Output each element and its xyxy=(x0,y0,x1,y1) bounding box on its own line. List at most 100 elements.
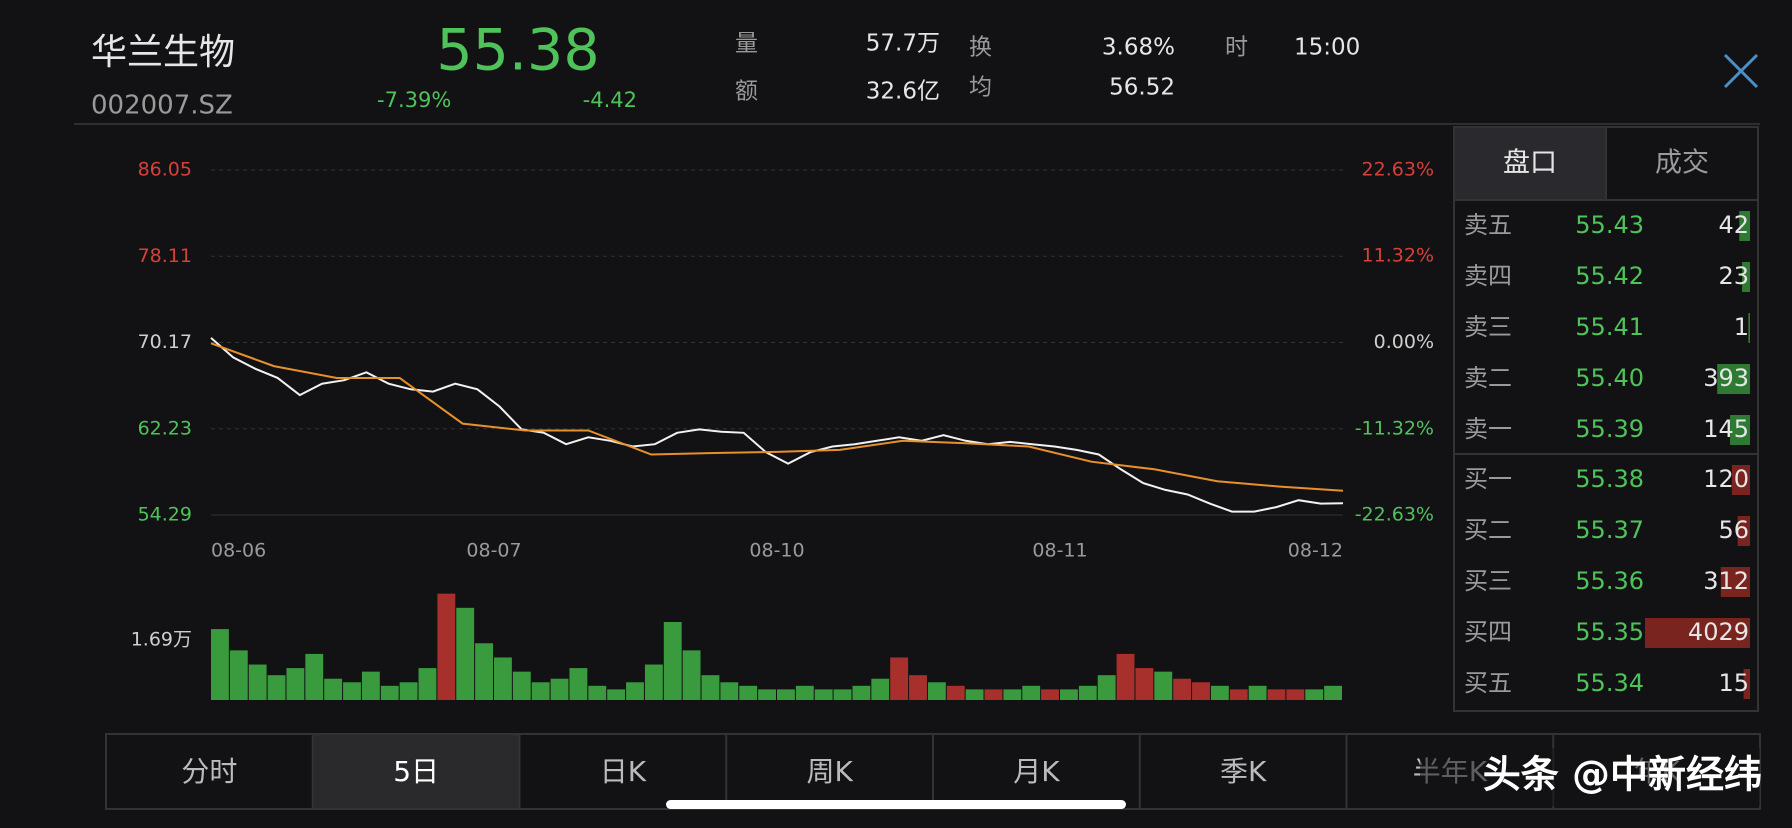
close-icon xyxy=(1723,53,1759,89)
volume-bar xyxy=(343,682,361,700)
volume-bar xyxy=(512,671,531,700)
x-tick-label: 08-11 xyxy=(1032,540,1087,562)
volume-bar xyxy=(1720,567,1750,597)
volume-bar xyxy=(588,685,607,700)
volume-bar xyxy=(626,682,644,700)
tab-selected[interactable] xyxy=(1455,128,1606,200)
book-label: 卖一 xyxy=(1464,415,1512,443)
stat-label: 额 xyxy=(735,79,758,105)
book-volume: 120 xyxy=(1703,465,1749,493)
book-label: 买三 xyxy=(1464,567,1512,595)
volume-bar xyxy=(814,689,833,700)
volume-bar xyxy=(399,682,418,700)
volume-bar xyxy=(456,607,475,700)
change: -4.42 xyxy=(583,88,637,112)
stat-label: 量 xyxy=(735,31,758,57)
stat-value: 57.7万 xyxy=(866,31,940,57)
volume-bar xyxy=(1324,685,1342,700)
book-label: 卖三 xyxy=(1464,313,1512,341)
volume-bar xyxy=(701,675,720,700)
panel-tab[interactable]: 盘口 xyxy=(1503,148,1557,179)
volume-bar xyxy=(984,689,1003,700)
y-tick-label: 86.05 xyxy=(138,159,192,181)
tab[interactable]: 季K xyxy=(1220,755,1267,788)
volume-bar xyxy=(682,650,701,700)
y2-tick-label: 11.32% xyxy=(1362,245,1434,267)
x-tick-label: 08-07 xyxy=(466,540,521,562)
volume-bar xyxy=(531,682,550,700)
volume-bar xyxy=(890,657,909,700)
volume-bar xyxy=(1078,685,1097,700)
volume-bar xyxy=(1742,262,1750,292)
tab[interactable]: 分时 xyxy=(181,755,237,788)
volume-bar xyxy=(965,689,984,700)
panel-tab[interactable]: 成交 xyxy=(1655,148,1709,179)
book-volume: 312 xyxy=(1703,567,1749,595)
book-volume: 1 xyxy=(1734,313,1749,341)
stat-value: 3.68% xyxy=(1102,35,1175,61)
book-volume: 393 xyxy=(1703,364,1749,392)
volume-bar xyxy=(569,668,588,700)
stat-value: 32.6亿 xyxy=(866,79,940,105)
close-button[interactable] xyxy=(1723,53,1759,89)
change-pct: -7.39% xyxy=(377,88,451,112)
volume-bar xyxy=(1060,689,1078,700)
volume-bar xyxy=(663,622,682,700)
book-price: 55.40 xyxy=(1575,364,1644,392)
volume-bar xyxy=(494,657,512,700)
volume-bar xyxy=(1739,211,1750,241)
volume-bar xyxy=(1645,618,1750,648)
book-volume: 42 xyxy=(1718,211,1749,239)
tab[interactable]: 月K xyxy=(1013,755,1060,788)
volume-bar xyxy=(1192,682,1210,700)
home-indicator xyxy=(666,800,1126,809)
book-price: 55.35 xyxy=(1575,618,1644,646)
book-price: 55.34 xyxy=(1575,669,1644,697)
volume-bar xyxy=(324,678,343,700)
y-tick-label: 78.11 xyxy=(138,245,192,267)
price: 55.38 xyxy=(436,18,599,84)
book-price: 55.43 xyxy=(1575,211,1644,239)
volume-bar xyxy=(1022,685,1041,700)
volume-bar xyxy=(1267,689,1286,700)
volume-bar xyxy=(211,629,229,700)
stat-label: 换 xyxy=(969,35,992,61)
volume-bar xyxy=(1717,364,1750,394)
volume-bar xyxy=(1154,671,1173,700)
tab[interactable]: 日K xyxy=(600,755,647,788)
tab[interactable]: 5日 xyxy=(393,755,439,788)
volume-bar xyxy=(720,682,739,700)
volume-bar xyxy=(1305,689,1324,700)
book-volume: 56 xyxy=(1718,516,1749,544)
book-price: 55.38 xyxy=(1575,465,1644,493)
stock-name: 华兰生物 xyxy=(91,32,235,73)
volume-bar xyxy=(1003,689,1022,700)
volume-tick-label: 1.69万 xyxy=(131,629,192,651)
stat-label: 均 xyxy=(969,75,992,101)
book-volume: 15 xyxy=(1718,669,1749,697)
volume-bar xyxy=(1135,668,1154,700)
book-label: 卖四 xyxy=(1464,262,1512,290)
volume-bar xyxy=(305,653,324,700)
book-label: 卖五 xyxy=(1464,211,1512,239)
volume-bar xyxy=(550,678,569,700)
x-tick-label: 08-06 xyxy=(211,540,266,562)
volume-bar xyxy=(1731,465,1750,495)
volume-bar xyxy=(927,682,946,700)
volume-bar xyxy=(1248,685,1267,700)
book-price: 55.39 xyxy=(1575,415,1644,443)
y2-tick-label: 22.63% xyxy=(1362,159,1434,181)
y-tick-label: 70.17 xyxy=(138,331,192,353)
y-tick-label: 62.23 xyxy=(138,417,192,439)
volume-bar xyxy=(475,643,493,700)
volume-bar xyxy=(380,685,399,700)
volume-bar xyxy=(1097,675,1116,700)
volume-bar xyxy=(1737,516,1750,546)
volume-bar xyxy=(1730,415,1750,445)
stock-code: 002007.SZ xyxy=(91,91,233,121)
book-price: 55.42 xyxy=(1575,262,1644,290)
y-tick-label: 54.29 xyxy=(138,504,192,526)
watermark: 头条 @中新经纬 xyxy=(1483,753,1762,797)
tab[interactable]: 周K xyxy=(806,755,853,788)
